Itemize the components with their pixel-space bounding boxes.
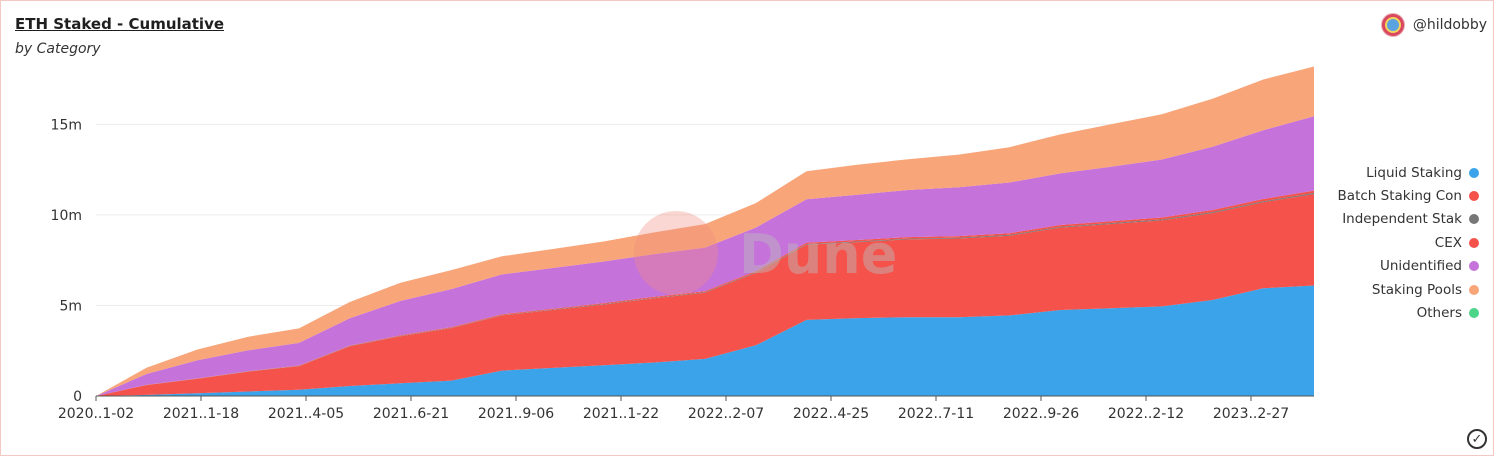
x-tick-label: 2022..2-07 [688, 406, 764, 422]
legend-dot-icon [1469, 237, 1479, 248]
area-series-unidentified [96, 116, 1314, 397]
x-tick-label: 2021..1-22 [583, 406, 659, 422]
x-tick-label: 2021..9-06 [478, 406, 554, 422]
legend-label: Independent Stak [1342, 211, 1462, 228]
area-series-staking-pools [96, 66, 1314, 396]
watermark-logo-icon [634, 211, 718, 295]
y-tick-label: 5m [59, 298, 82, 314]
legend-dot-icon [1469, 284, 1479, 295]
y-tick-label: 15m [51, 117, 82, 133]
legend-dot-icon [1469, 261, 1479, 272]
x-tick-label: 2021..1-18 [163, 406, 239, 422]
legend-item[interactable]: Staking Pools [1319, 278, 1479, 301]
x-tick-label: 2023..2-27 [1213, 406, 1289, 422]
avatar-icon [1380, 13, 1405, 37]
legend-label: Staking Pools [1371, 281, 1462, 298]
author-name: @hildobby [1412, 17, 1487, 33]
legend-label: Unidentified [1379, 258, 1462, 275]
x-tick-label: 2021..4-05 [268, 406, 344, 422]
author-link[interactable]: @hildobby [1380, 13, 1487, 37]
x-tick-label: 2022..7-11 [898, 406, 974, 422]
legend-label: CEX [1434, 234, 1462, 251]
legend-dot-icon [1469, 214, 1479, 225]
legend-item[interactable]: Batch Staking Con [1319, 184, 1479, 207]
legend-label: Liquid Staking [1366, 164, 1462, 181]
legend-item[interactable]: Others [1319, 301, 1479, 324]
chart-subtitle: by Category [15, 41, 101, 57]
x-tick-label: 2022..9-26 [1003, 406, 1079, 422]
legend-label: Others [1416, 305, 1462, 322]
legend-item[interactable]: Unidentified [1319, 255, 1479, 278]
x-tick-label: 2022..2-12 [1108, 406, 1184, 422]
chart-title[interactable]: ETH Staked - Cumulative [15, 15, 225, 33]
legend-item[interactable]: Liquid Staking [1319, 161, 1479, 184]
legend-label: Batch Staking Con [1337, 188, 1462, 205]
x-tick-label: 2021..6-21 [373, 406, 449, 422]
legend-dot-icon [1469, 308, 1479, 319]
y-tick-label: 10m [51, 208, 82, 224]
x-tick-label: 2022..4-25 [793, 406, 869, 422]
x-tick-label: 2020..1-02 [58, 406, 134, 422]
legend-dot-icon [1469, 167, 1479, 178]
y-tick-label: 0 [73, 389, 82, 405]
legend-dot-icon [1469, 191, 1479, 202]
check-circle-icon[interactable]: ✓ [1467, 429, 1487, 449]
area-series-liquid-staking [96, 285, 1314, 396]
area-series-batch-staking-con [96, 194, 1314, 396]
chart-legend: Liquid Staking Batch Staking Con Independe… [1319, 161, 1479, 325]
legend-item[interactable]: Independent Stak [1319, 208, 1479, 231]
watermark-text: Dune [739, 223, 897, 286]
area-chart: 0 5m 10m 15m 2020..1-02 2021..1-18 2021..4-05 2… [51, 66, 1314, 422]
legend-item[interactable]: CEX [1319, 231, 1479, 254]
